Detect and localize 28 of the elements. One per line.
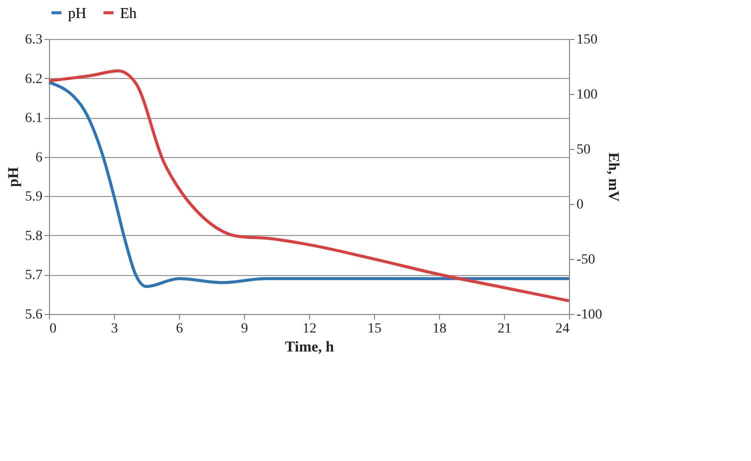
x-tick-label: 0 [50, 322, 56, 336]
y-tick-label: 6.1 [25, 111, 42, 126]
x-tick-label: 9 [241, 322, 248, 336]
y-tick-label: 6 [36, 150, 42, 166]
y-tick-label: 5.8 [25, 228, 42, 244]
y2-tick-label: 100 [576, 88, 598, 102]
y-axis-title: pH [6, 166, 22, 188]
x-tick-label: 12 [302, 322, 316, 336]
y2-tick-label: 50 [576, 142, 590, 158]
y-tick-label: 5.7 [25, 268, 42, 284]
x-tick-label: 24 [556, 322, 570, 336]
x-tick-label: 21 [498, 322, 512, 336]
y2-tick-label: 150 [576, 32, 598, 48]
y2-tick-label: -50 [576, 252, 596, 268]
x-tick-label: 3 [111, 322, 118, 336]
y-tick-label: 6.3 [25, 32, 42, 48]
x-tick-label: 6 [176, 322, 183, 336]
legend-label: Eh [120, 6, 138, 22]
y2-tick-label: 0 [576, 198, 584, 212]
x-axis-title: Time, h [285, 340, 335, 356]
y2-axis-title: Eh, mV [605, 152, 622, 202]
legend-label: pH [68, 6, 86, 22]
y-tick-label: 6.2 [25, 72, 42, 87]
x-tick-label: 18 [432, 322, 446, 336]
y2-tick-label: -100 [576, 308, 602, 322]
y-tick-label: 5.6 [25, 308, 42, 322]
y-tick-label: 5.9 [25, 190, 42, 205]
x-tick-label: 15 [368, 322, 382, 336]
